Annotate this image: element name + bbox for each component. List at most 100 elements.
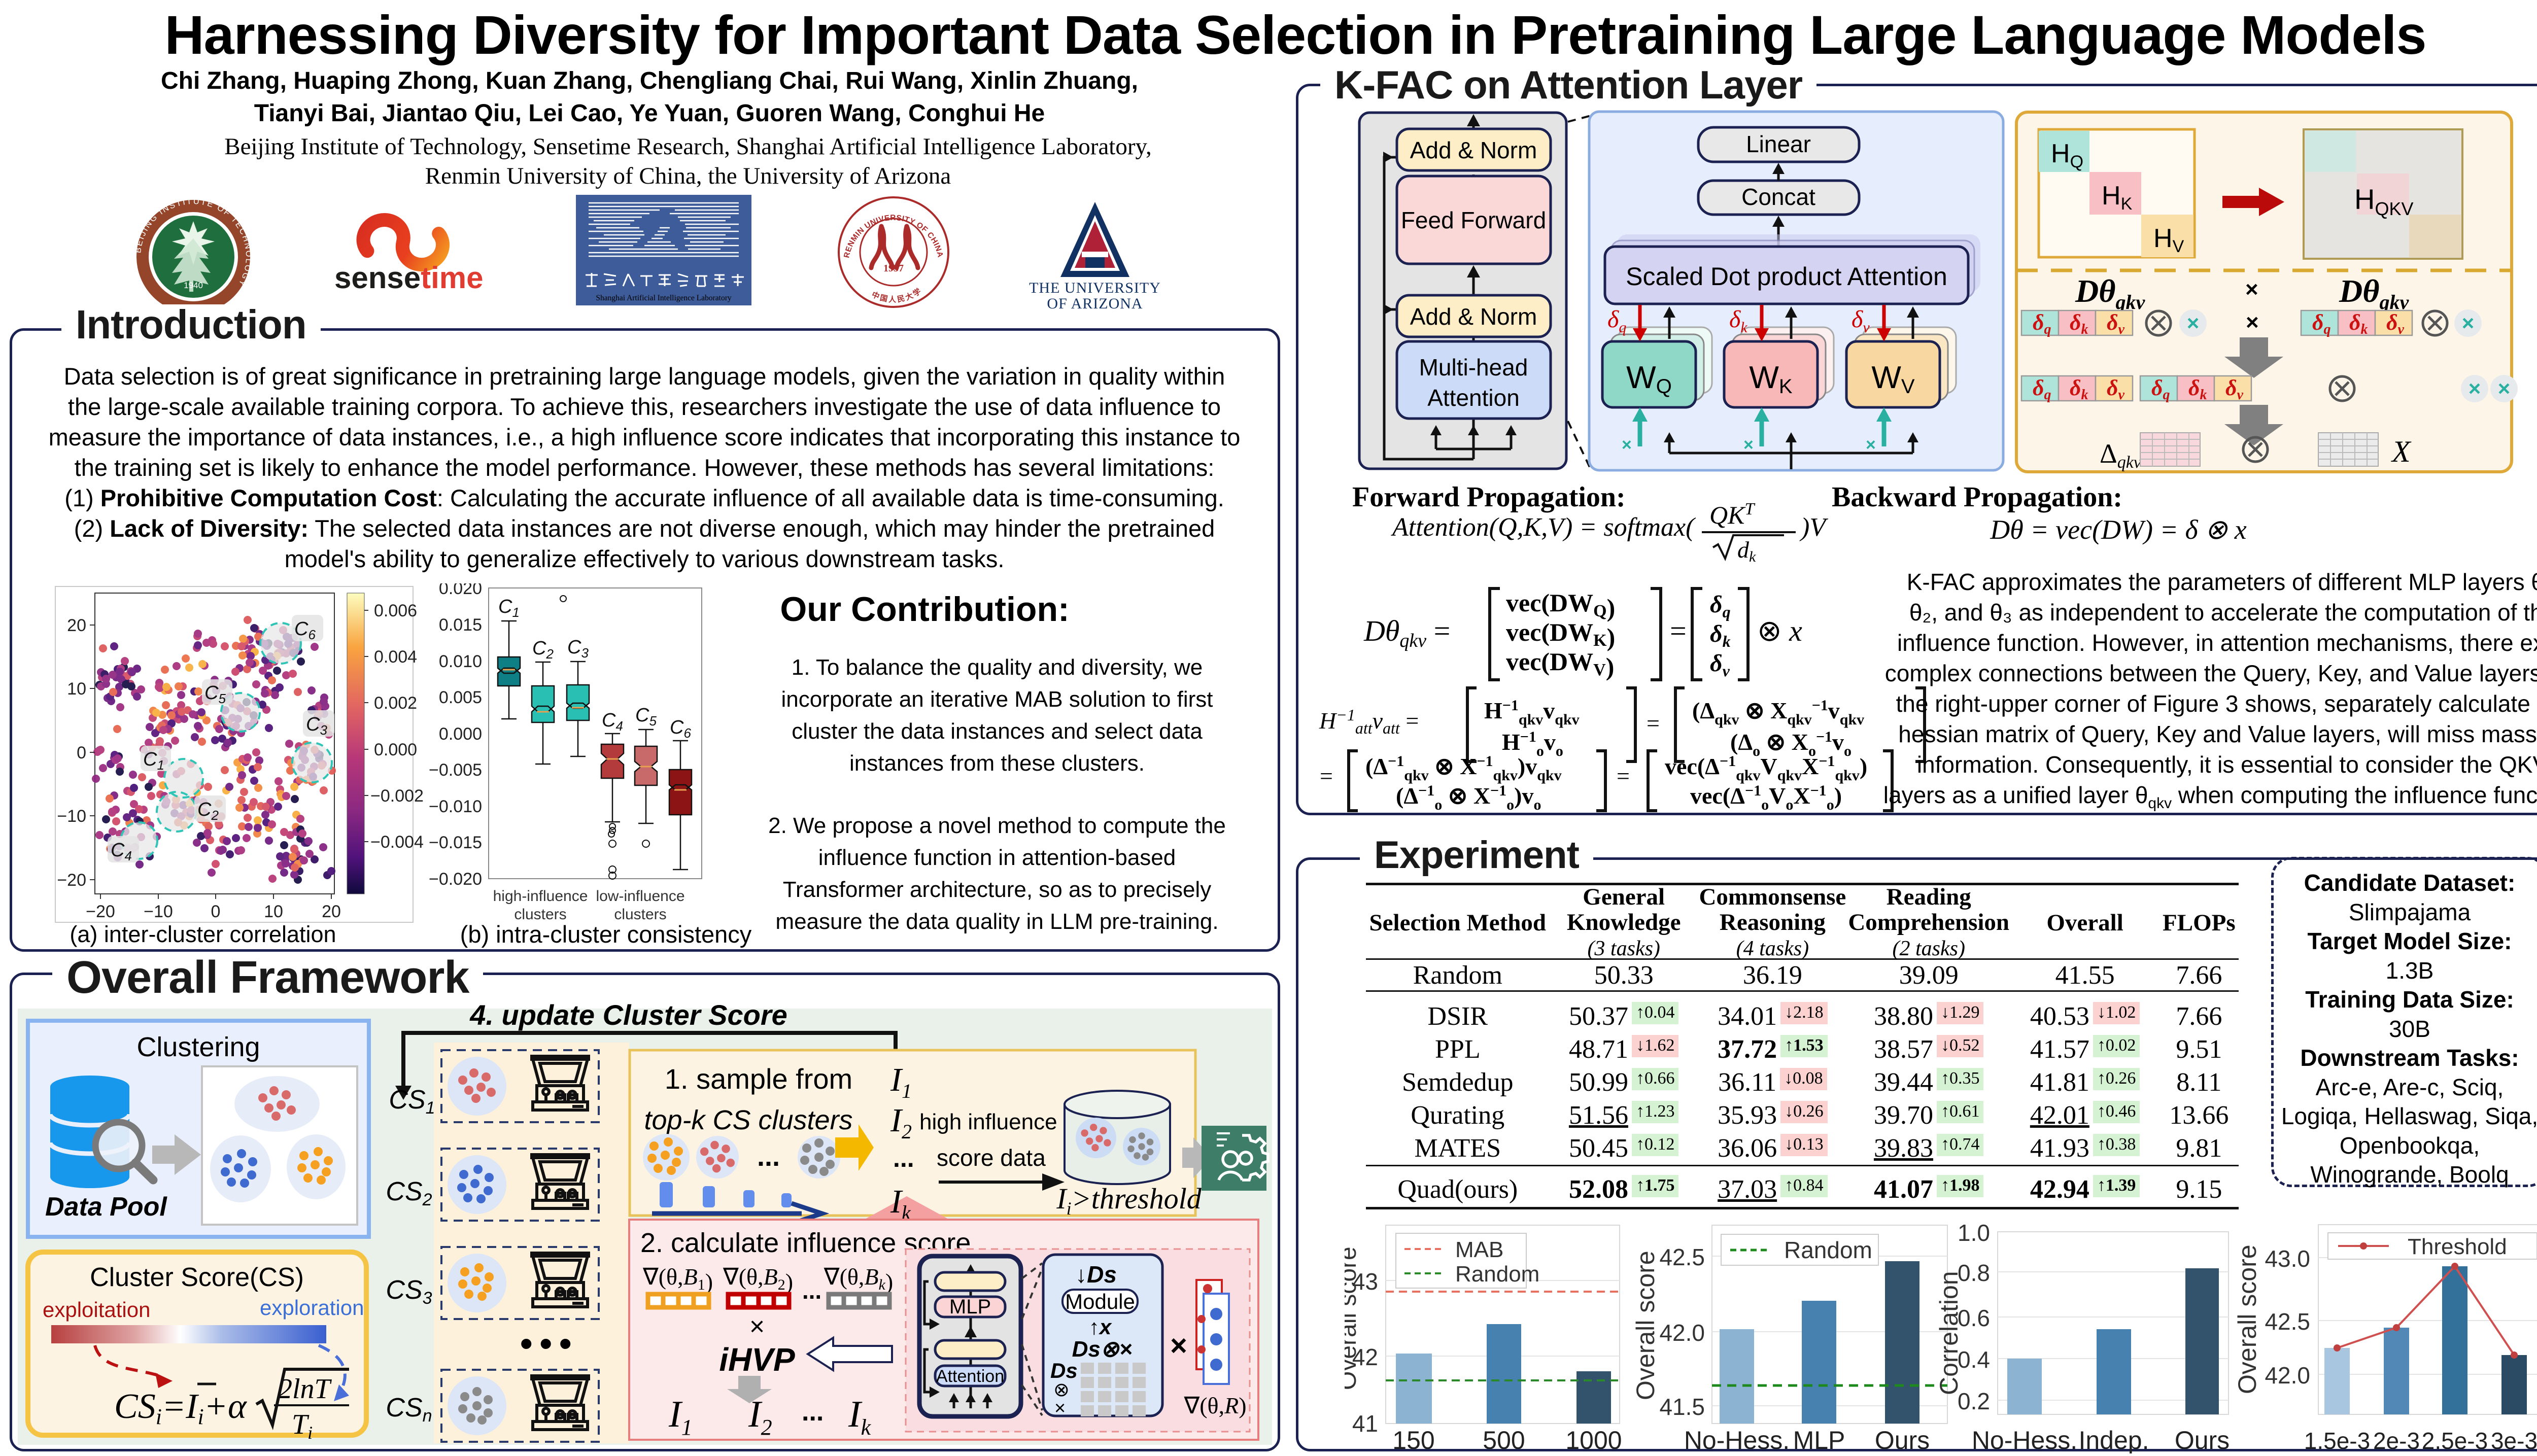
svg-text:QKT: QKT: [1709, 500, 1755, 529]
svg-text:δq: δq: [1710, 591, 1731, 621]
svg-text:1. sample from: 1. sample from: [665, 1063, 852, 1095]
svg-text:Ours: Ours: [2175, 1426, 2230, 1453]
svg-text:0.000: 0.000: [374, 740, 417, 759]
svg-text:•••: •••: [520, 1324, 579, 1363]
svg-text:C1: C1: [498, 596, 520, 620]
svg-text:Data Pool: Data Pool: [45, 1192, 167, 1222]
svg-text:−0.005: −0.005: [429, 760, 482, 780]
svg-text:Random: Random: [1455, 1262, 1539, 1287]
svg-text:150: 150: [1392, 1426, 1434, 1453]
svg-text:42.0: 42.0: [2265, 1362, 2310, 1389]
svg-text:Shanghai Artificial Intelligen: Shanghai Artificial Intelligence Laborat…: [596, 294, 732, 302]
svg-text:×: ×: [2246, 310, 2259, 335]
svg-text:Attention(Q,K,V) = softmax(: Attention(Q,K,V) = softmax(: [1391, 513, 1696, 542]
svg-text:Linear: Linear: [1746, 131, 1811, 157]
svg-text:20: 20: [322, 902, 341, 921]
svg-text:vec(Δ−1qkvVqkvX−1qkv): vec(Δ−1qkvVqkvX−1qkv): [1665, 753, 1867, 784]
svg-text:δv: δv: [1710, 650, 1730, 680]
svg-text:Ds⊗×: Ds⊗×: [1072, 1337, 1133, 1362]
svg-text:...: ...: [757, 1141, 780, 1172]
svg-text:H−1ovo: H−1ovo: [1502, 729, 1563, 759]
svg-text:0.005: 0.005: [439, 688, 482, 707]
svg-text:Feed Forward: Feed Forward: [1401, 207, 1546, 233]
svg-text:I2: I2: [748, 1394, 772, 1440]
svg-text:sensetime: sensetime: [334, 261, 484, 295]
svg-text:0.8: 0.8: [1958, 1260, 1990, 1286]
svg-text:δk: δk: [1710, 620, 1731, 650]
svg-text:0.020: 0.020: [439, 583, 482, 598]
svg-text:−10: −10: [144, 902, 173, 921]
svg-text:41.5: 41.5: [1659, 1394, 1705, 1420]
svg-text:×: ×: [1622, 435, 1632, 455]
svg-text:3e-3: 3e-3: [2491, 1428, 2537, 1453]
svg-text:H−1qkvvqkv: H−1qkvvqkv: [1484, 697, 1580, 728]
svg-text:=: =: [1670, 614, 1687, 647]
svg-text:Module: Module: [1065, 1290, 1135, 1313]
svg-text:−0.010: −0.010: [429, 797, 482, 816]
svg-text:Overall score: Overall score: [1345, 1246, 1361, 1390]
svg-text:high-influence: high-influence: [493, 888, 588, 905]
svg-text:(Δ−1qkv ⊗ X−1qkv)vqkv: (Δ−1qkv ⊗ X−1qkv)vqkv: [1365, 753, 1562, 784]
svg-text:Add & Norm: Add & Norm: [1410, 137, 1537, 163]
svg-text:)V: )V: [1799, 513, 1828, 542]
svg-text:C1: C1: [143, 749, 164, 773]
svg-text:MLP: MLP: [1793, 1426, 1845, 1453]
svg-text:=: =: [1647, 710, 1660, 736]
svg-text:vec(Δ−1oVoX−1o): vec(Δ−1oVoX−1o): [1690, 782, 1842, 813]
svg-text:×: ×: [1866, 435, 1876, 455]
svg-text:×: ×: [749, 1312, 765, 1341]
svg-text:4. update Cluster Score: 4. update Cluster Score: [469, 999, 787, 1031]
svg-text:42: 42: [1352, 1344, 1378, 1370]
svg-text:−20: −20: [57, 871, 86, 890]
svg-text:...: ...: [893, 1144, 914, 1172]
svg-text:MAB: MAB: [1455, 1237, 1503, 1262]
svg-text:0.015: 0.015: [439, 615, 482, 635]
svg-text:42.0: 42.0: [1659, 1320, 1705, 1346]
svg-text:X: X: [2391, 435, 2412, 468]
svg-text:MLP: MLP: [949, 1296, 991, 1318]
svg-text:HV: HV: [2153, 224, 2184, 256]
svg-text:Indep.: Indep.: [2078, 1426, 2149, 1453]
svg-text:THE UNIVERSITY: THE UNIVERSITY: [1029, 280, 1161, 296]
svg-text:−10: −10: [57, 807, 86, 826]
svg-text:−20: −20: [86, 902, 115, 921]
svg-text:H−1attvatt =: H−1attvatt =: [1319, 706, 1419, 737]
svg-text:iHVP: iHVP: [719, 1341, 795, 1378]
svg-text:HK: HK: [2102, 181, 2133, 214]
svg-text:dk: dk: [1737, 537, 1756, 565]
svg-text:−0.002: −0.002: [370, 786, 424, 806]
svg-text:clusters: clusters: [614, 906, 666, 923]
svg-text:Multi-head: Multi-head: [1419, 354, 1528, 380]
svg-text:(Δqkv ⊗ Xqkv−1vqkv: (Δqkv ⊗ Xqkv−1vqkv: [1692, 697, 1864, 728]
svg-text:(Δ−1o ⊗ X−1o)vo: (Δ−1o ⊗ X−1o)vo: [1396, 782, 1541, 813]
svg-text:⊗: ⊗: [1053, 1379, 1070, 1401]
svg-text:43.0: 43.0: [2265, 1245, 2310, 1272]
svg-text:1000: 1000: [1565, 1426, 1622, 1453]
svg-text:Correlation: Correlation: [1935, 1271, 1963, 1395]
svg-text:C5: C5: [635, 705, 657, 729]
svg-text:CSi=Ii+α: CSi=Ii+α: [114, 1387, 247, 1429]
svg-text:Threshold: Threshold: [2408, 1234, 2507, 1259]
svg-text:−0.020: −0.020: [429, 870, 482, 889]
svg-text:42.5: 42.5: [1659, 1244, 1705, 1270]
svg-text:0: 0: [211, 902, 221, 921]
svg-text:−0.004: −0.004: [370, 833, 424, 852]
svg-text:0.002: 0.002: [374, 694, 417, 713]
svg-text:−0.015: −0.015: [429, 833, 482, 852]
svg-text:Dθqkv =: Dθqkv =: [1363, 614, 1450, 651]
svg-text:OF ARIZONA: OF ARIZONA: [1047, 295, 1143, 312]
svg-text:0.2: 0.2: [1958, 1388, 1990, 1414]
svg-text:×: ×: [1170, 1329, 1187, 1362]
svg-text:∇(θ,Bk): ∇(θ,Bk): [824, 1264, 893, 1295]
svg-text:Attention: Attention: [936, 1367, 1004, 1386]
svg-text:(Δo ⊗ Xo−1vo: (Δo ⊗ Xo−1vo: [1730, 729, 1852, 759]
svg-text:↓Ds: ↓Ds: [1075, 1261, 1117, 1288]
svg-text:0.004: 0.004: [374, 647, 417, 667]
svg-text:2lnT: 2lnT: [278, 1373, 332, 1405]
svg-text:×: ×: [1743, 435, 1754, 455]
svg-text:2.5e-3: 2.5e-3: [2422, 1428, 2488, 1453]
svg-text:Clustering: Clustering: [136, 1032, 260, 1062]
svg-text:clusters: clusters: [514, 906, 566, 923]
svg-text:1.5e-3: 1.5e-3: [2304, 1428, 2370, 1453]
svg-text:exploitation: exploitation: [43, 1298, 150, 1322]
